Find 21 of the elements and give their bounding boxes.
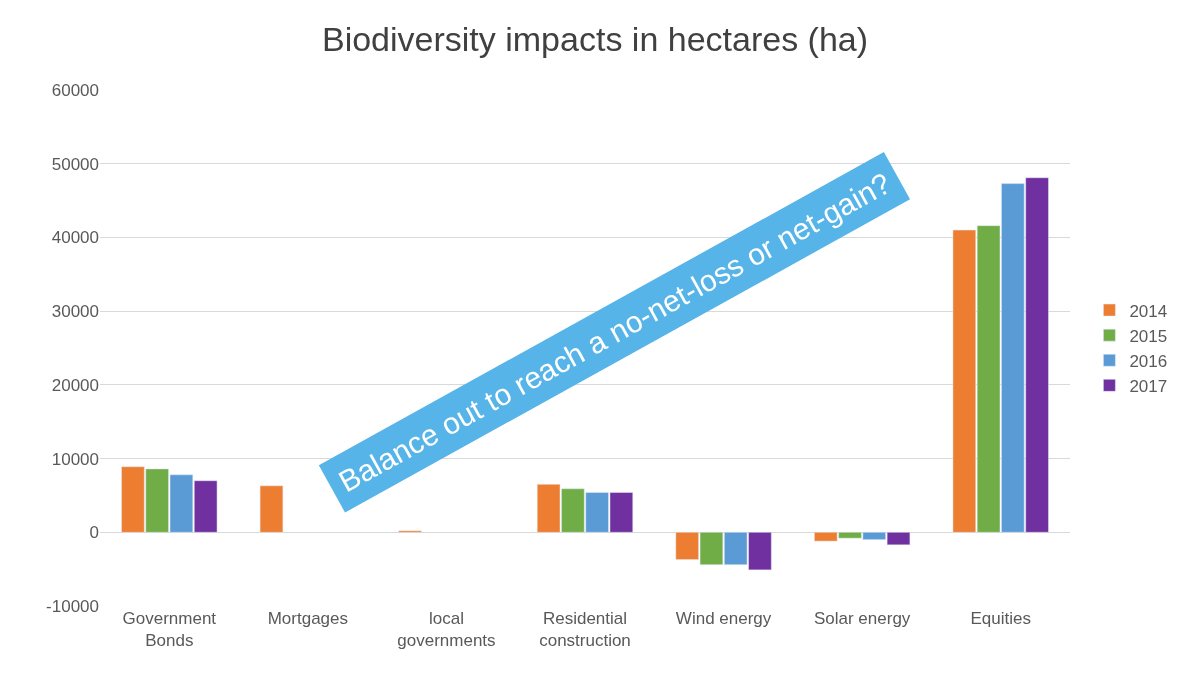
bar [259, 485, 284, 533]
legend-label: 2015 [1129, 326, 1168, 346]
y-tick-label: -10000 [46, 596, 99, 616]
y-tick-label: 10000 [51, 449, 99, 469]
x-tick-label: Solar energy [813, 609, 911, 628]
y-tick-label: 50000 [51, 154, 99, 174]
y-tick-label: 30000 [51, 302, 99, 322]
legend-label: 2016 [1129, 351, 1168, 371]
legend-label: 2014 [1129, 301, 1168, 321]
legend-label: 2017 [1129, 376, 1168, 396]
y-tick-label: 40000 [51, 228, 99, 248]
x-tick-label: Residential construction [539, 609, 631, 651]
x-tick-label: local governments [397, 609, 496, 651]
y-tick-label: 60000 [51, 80, 99, 100]
y-tick-label: 20000 [51, 375, 99, 395]
x-tick-label: Mortgages [267, 609, 349, 628]
y-tick-label: 0 [89, 523, 99, 543]
chart-title: Biodiversity impacts in hectares (ha) [321, 19, 869, 58]
x-tick-label: Government Bonds [122, 609, 217, 651]
x-tick-label: Equities [970, 609, 1031, 628]
x-tick-label: Wind energy [675, 609, 772, 628]
